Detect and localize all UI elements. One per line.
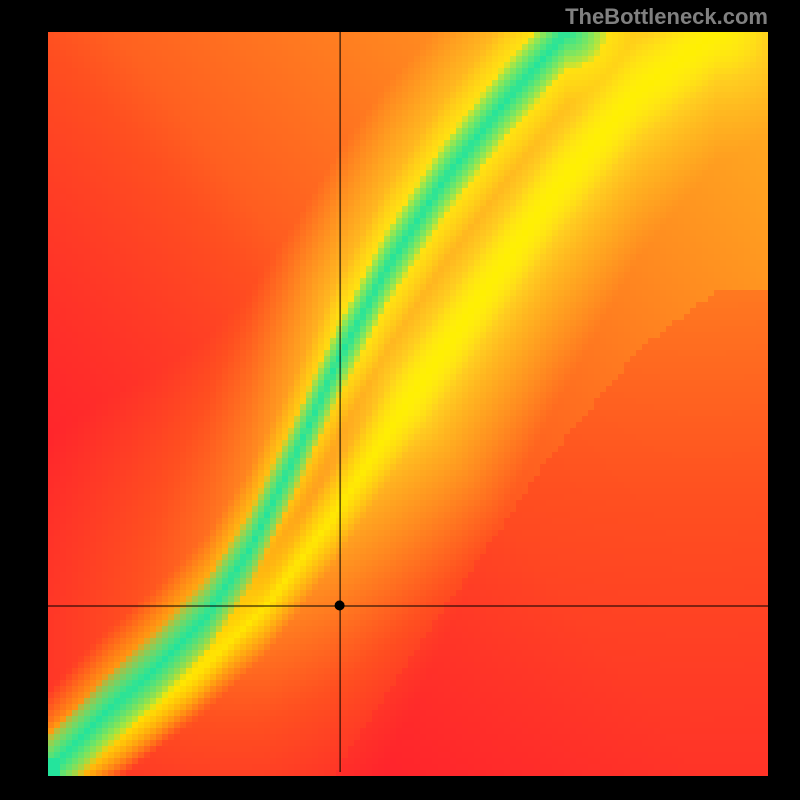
- chart-container: TheBottleneck.com: [0, 0, 800, 800]
- heatmap-canvas: [0, 0, 800, 800]
- watermark-text: TheBottleneck.com: [565, 4, 768, 30]
